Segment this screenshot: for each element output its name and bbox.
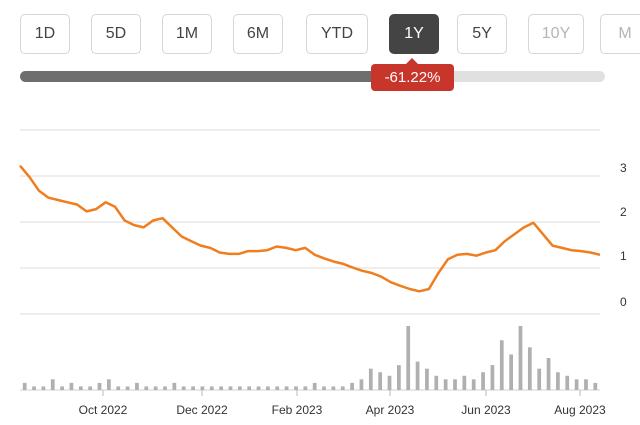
volume-bar [294,386,298,390]
range-button-10y[interactable]: 10Y [528,14,584,54]
volume-bar [397,365,401,390]
volume-bar [88,386,93,390]
volume-bar [368,368,373,390]
volume-bar [41,386,46,390]
volume-bar [50,379,55,390]
volume-bar [312,382,317,390]
price-series-line [19,164,601,293]
range-button-1d[interactable]: 1D [20,14,70,54]
volume-bar [490,365,495,390]
volume-bar [434,375,439,390]
x-tick-label: Oct 2022 [79,403,128,417]
volume-bar [228,386,233,390]
volume-bar [350,382,354,390]
volume-bar [32,386,36,390]
x-tick-label: Feb 2023 [272,403,323,417]
volume-bar [219,386,223,390]
range-button-5d[interactable]: 5D [91,14,141,54]
volume-bar [247,386,252,390]
range-button-1y[interactable]: 1Y [389,14,439,54]
range-selector: 1D 5D 1M 6M YTD 1Y 5Y 10Y M [20,14,640,56]
volume-bar [135,382,139,390]
volume-bar [275,386,280,390]
volume-bar [378,372,383,390]
volume-bar [144,386,149,390]
volume-bar [574,379,579,390]
performance-fill [20,71,392,82]
volume-bar [116,386,121,390]
volume-bar [584,379,588,390]
volume-bar [97,382,102,390]
volume-bar [172,382,177,390]
volume-bar [462,375,467,390]
volume-bar [331,386,336,390]
volume-bar [527,347,532,390]
volume-bar [499,340,504,390]
volume-bar [565,375,570,390]
volume-bar [69,382,74,390]
volume-bar [303,386,308,390]
volume-bar [359,379,364,390]
volume-bar [546,358,551,390]
volume-bar [443,379,448,390]
volume-bar [181,386,186,390]
x-tick-label: Dec 2022 [176,403,228,417]
range-button-m[interactable]: M [600,14,640,54]
volume-bar [256,386,261,390]
volume-bar [556,372,560,390]
volume-bar [107,379,111,390]
volume-bar [537,368,542,390]
volume-bar [237,386,242,390]
volume-bar [518,326,523,390]
range-button-1m[interactable]: 1M [162,14,212,54]
volume-bar [284,386,289,390]
volume-bar [153,386,158,390]
volume-bar [163,386,167,390]
volume-bar [425,368,429,390]
volume-bar [406,326,411,390]
volume-bar [481,372,485,390]
x-tick-label: Apr 2023 [366,403,415,417]
performance-track [20,71,605,82]
volume-bar [200,386,205,390]
range-button-ytd[interactable]: YTD [306,14,368,54]
volume-bar [509,354,513,390]
volume-bar [387,375,392,390]
y-tick-label: 0 [620,295,627,309]
volume-bar [415,361,420,390]
volume-bar [78,386,83,390]
volume-bar [209,386,214,390]
change-badge: -61.22% [371,58,454,91]
volume-bar [191,386,195,390]
volume-bar [340,386,345,390]
volume-bar [60,386,64,390]
volume-bar [322,386,326,390]
y-tick-label: 2 [620,205,627,219]
volume-bar [266,386,270,390]
volume-bar [22,382,27,390]
volume-bar [453,379,457,390]
range-button-5y[interactable]: 5Y [457,14,507,54]
x-tick-label: Jun 2023 [461,403,511,417]
volume-bar [593,382,598,390]
y-tick-label: 3 [620,161,627,175]
volume-bar [471,379,476,390]
range-button-6m[interactable]: 6M [233,14,283,54]
x-tick-label: Aug 2023 [554,403,606,417]
volume-bar [125,386,130,390]
y-tick-label: 1 [620,249,627,263]
